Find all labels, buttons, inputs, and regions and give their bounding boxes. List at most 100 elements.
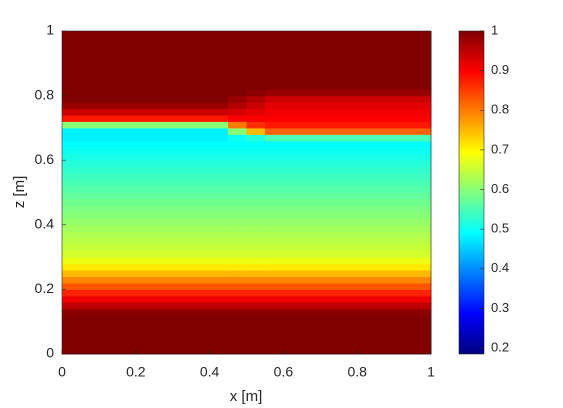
heatmap-cell: [62, 315, 229, 323]
heatmap-cell: [228, 250, 247, 258]
heatmap-cell: [246, 76, 266, 84]
heatmap-cell: [246, 315, 266, 323]
heatmap-cell: [246, 295, 266, 303]
heatmap-cell: [264, 289, 432, 297]
heatmap-cell: [264, 276, 432, 284]
heatmap-cell: [264, 218, 432, 226]
heatmap-cell: [62, 308, 229, 316]
y-tick-label: 0: [46, 345, 54, 361]
heatmap-cell: [246, 31, 266, 38]
heatmap-cell: [62, 250, 229, 258]
heatmap-cell: [264, 173, 432, 181]
heatmap-cell: [246, 108, 266, 116]
heatmap-cell: [228, 198, 247, 206]
heatmap-cell: [246, 102, 266, 110]
heatmap-cell: [228, 50, 247, 58]
heatmap-cell: [62, 173, 229, 181]
heatmap-cell: [228, 173, 247, 181]
heatmap-cell: [62, 347, 229, 355]
heatmap-cell: [246, 140, 266, 148]
heatmap-cell: [228, 192, 247, 200]
heatmap-cell: [264, 76, 432, 84]
heatmap-cell: [228, 334, 247, 342]
heatmap-cell: [228, 160, 247, 168]
heatmap-cell: [62, 153, 229, 161]
heatmap-cell: [228, 114, 247, 122]
heatmap-cell: [246, 56, 266, 64]
heatmap-cell: [246, 153, 266, 161]
heatmap-cell: [246, 263, 266, 271]
heatmap-cell: [246, 82, 266, 90]
y-tick-label: 0.6: [35, 151, 55, 167]
heatmap-cell: [228, 302, 247, 310]
heatmap-cell: [264, 37, 432, 45]
heatmap-cell: [62, 224, 229, 232]
heatmap-cell: [246, 173, 266, 181]
heatmap-cell: [62, 140, 229, 148]
heatmap-cell: [246, 250, 266, 258]
heatmap-cell: [62, 321, 229, 329]
heatmap-cell: [264, 147, 432, 155]
heatmap-cell: [246, 69, 266, 77]
heatmap-cell: [228, 153, 247, 161]
heatmap-cell: [264, 308, 432, 316]
heatmap-cell: [246, 179, 266, 187]
colorbar-tick-label: 0.4: [491, 260, 509, 275]
heatmap-cell: [228, 263, 247, 271]
heatmap-cell: [228, 121, 247, 129]
heatmap-cell: [62, 218, 229, 226]
heatmap-cell: [246, 321, 266, 329]
heatmap-cell: [228, 257, 247, 265]
heatmap-cell: [246, 63, 266, 71]
heatmap-cell: [228, 308, 247, 316]
heatmap-cell: [228, 218, 247, 226]
heatmap-cell: [264, 186, 432, 193]
heatmap-cell: [62, 289, 229, 297]
heatmap-cell: [264, 63, 432, 71]
heatmap-cell: [246, 198, 266, 206]
heatmap-cell: [264, 89, 432, 97]
colorbar-tick-label: 0.9: [491, 62, 509, 77]
heatmap-cell: [228, 31, 247, 38]
heatmap-cell: [264, 82, 432, 90]
heatmap-cell: [246, 147, 266, 155]
heatmap-cell: [228, 282, 247, 290]
heatmap-cell: [228, 276, 247, 284]
heatmap-cell: [62, 121, 229, 129]
heatmap-cell: [228, 82, 247, 90]
heatmap-cell: [264, 160, 432, 168]
heatmap-cell: [246, 341, 266, 349]
heatmap-cell: [228, 186, 247, 193]
heatmap-cell: [62, 211, 229, 219]
heatmap-cell: [62, 270, 229, 277]
heatmap-cell: [228, 89, 247, 97]
x-tick-label: 0.4: [200, 364, 220, 380]
heatmap-cell: [62, 186, 229, 193]
y-tick-label: 0.4: [35, 216, 55, 232]
heatmap-cell: [264, 140, 432, 148]
heatmap-cell: [246, 37, 266, 45]
heatmap-cell: [62, 257, 229, 265]
heatmap-cell: [246, 166, 266, 174]
heatmap-cell: [246, 218, 266, 226]
heatmap-cell: [246, 347, 266, 355]
heatmap-cell: [264, 108, 432, 116]
heatmap-cell: [246, 237, 266, 245]
y-axis-label: z [m]: [11, 176, 28, 209]
heatmap-cell: [228, 69, 247, 77]
heatmap-cell: [62, 76, 229, 84]
heatmap-cell: [264, 166, 432, 174]
heatmap-cell: [264, 127, 432, 135]
heatmap-cell: [62, 282, 229, 290]
heatmap-cell: [264, 114, 432, 122]
heatmap-cell: [264, 179, 432, 187]
heatmap-cell: [62, 63, 229, 71]
heatmap-cell: [228, 43, 247, 51]
heatmap-cell: [228, 321, 247, 329]
heatmap: [62, 31, 432, 355]
heatmap-cell: [62, 192, 229, 200]
heatmap-cell: [62, 43, 229, 51]
x-tick-label: 0.2: [126, 364, 146, 380]
heatmap-cell: [264, 205, 432, 213]
x-tick-label: 1: [427, 364, 435, 380]
